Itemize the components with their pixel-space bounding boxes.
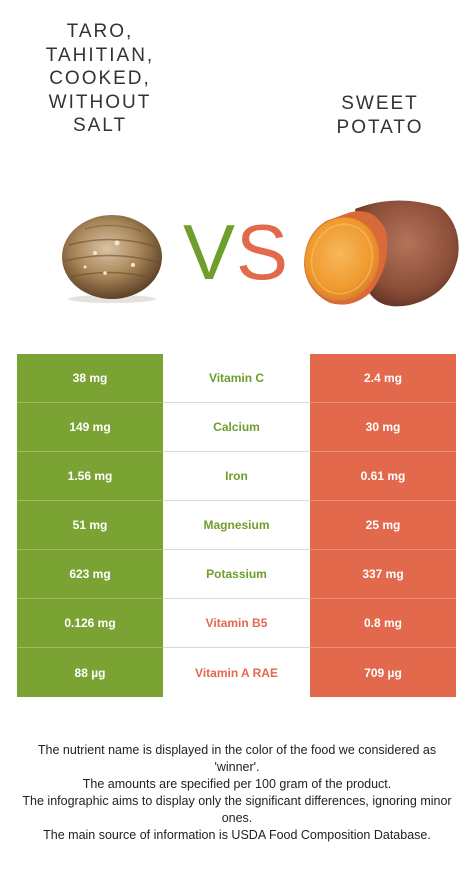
nutrient-name: Potassium (163, 550, 310, 599)
footer-notes: The nutrient name is displayed in the co… (14, 742, 460, 844)
vs-letter-v: V (183, 208, 236, 296)
left-value: 51 mg (17, 501, 163, 550)
left-value: 149 mg (17, 403, 163, 452)
right-value: 2.4 mg (310, 354, 456, 403)
footer-note: The main source of information is USDA F… (43, 828, 431, 842)
footer-note: The infographic aims to display only the… (22, 794, 452, 825)
footer-note: The amounts are specified per 100 gram o… (82, 777, 392, 791)
nutrient-comparison-table: 38 mg Vitamin C 2.4 mg 149 mg Calcium 30… (17, 354, 456, 697)
nutrient-name: Iron (163, 452, 310, 501)
left-value: 88 µg (17, 648, 163, 697)
nutrient-name: Calcium (163, 403, 310, 452)
left-value: 623 mg (17, 550, 163, 599)
right-value: 25 mg (310, 501, 456, 550)
nutrient-name: Vitamin C (163, 354, 310, 403)
table-row: 623 mg Potassium 337 mg (17, 550, 456, 599)
table-row: 1.56 mg Iron 0.61 mg (17, 452, 456, 501)
right-value: 709 µg (310, 648, 456, 697)
table-row: 149 mg Calcium 30 mg (17, 403, 456, 452)
left-value: 0.126 mg (17, 599, 163, 648)
taro-root-image (55, 205, 170, 305)
nutrient-name: Magnesium (163, 501, 310, 550)
right-value: 0.61 mg (310, 452, 456, 501)
table-row: 38 mg Vitamin C 2.4 mg (17, 354, 456, 403)
nutrient-name: Vitamin A RAE (163, 648, 310, 697)
left-value: 38 mg (17, 354, 163, 403)
right-value: 30 mg (310, 403, 456, 452)
nutrient-name: Vitamin B5 (163, 599, 310, 648)
right-food-title: Sweet potato (336, 93, 424, 138)
left-food-title: Taro, Tahitian, cooked, without salt (45, 21, 155, 136)
vs-letter-s: S (236, 208, 289, 296)
footer-note: The nutrient name is displayed in the co… (37, 743, 437, 774)
left-value: 1.56 mg (17, 452, 163, 501)
sweet-potato-image (300, 195, 460, 315)
table-row: 51 mg Magnesium 25 mg (17, 501, 456, 550)
table-row: 88 µg Vitamin A RAE 709 µg (17, 648, 456, 697)
right-value: 337 mg (310, 550, 456, 599)
table-row: 0.126 mg Vitamin B5 0.8 mg (17, 599, 456, 648)
right-value: 0.8 mg (310, 599, 456, 648)
